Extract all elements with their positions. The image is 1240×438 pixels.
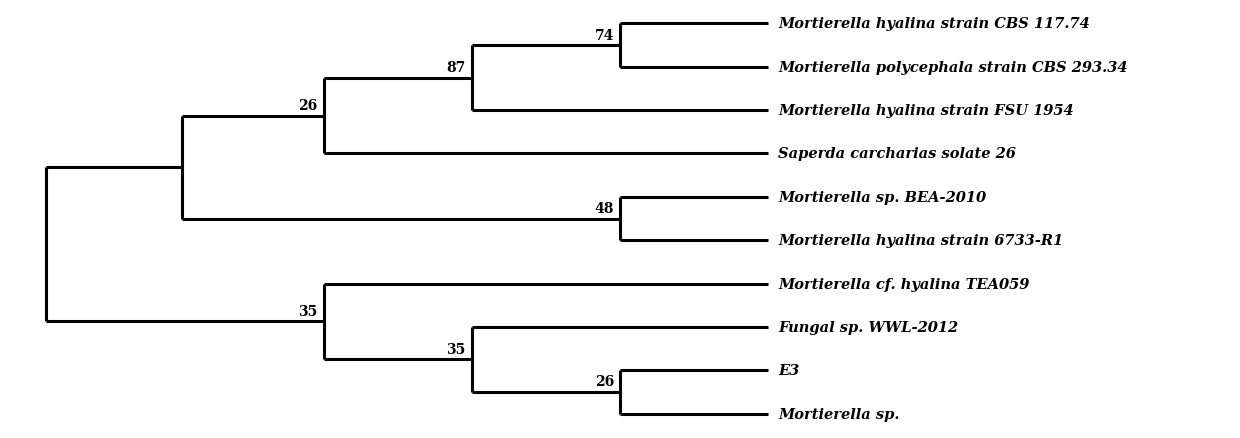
Text: Mortierella sp.: Mortierella sp. xyxy=(777,406,899,420)
Text: Mortierella cf. hyalina TEA059: Mortierella cf. hyalina TEA059 xyxy=(777,277,1029,291)
Text: 87: 87 xyxy=(446,61,466,75)
Text: Mortierella hyalina strain CBS 117.74: Mortierella hyalina strain CBS 117.74 xyxy=(777,18,1090,32)
Text: Fungal sp. WWL-2012: Fungal sp. WWL-2012 xyxy=(777,320,959,334)
Text: 26: 26 xyxy=(299,99,317,113)
Text: Mortierella polycephala strain CBS 293.34: Mortierella polycephala strain CBS 293.3… xyxy=(777,60,1127,74)
Text: Mortierella hyalina strain 6733-R1: Mortierella hyalina strain 6733-R1 xyxy=(777,233,1063,247)
Text: E3: E3 xyxy=(777,364,800,378)
Text: Mortierella hyalina strain FSU 1954: Mortierella hyalina strain FSU 1954 xyxy=(777,104,1074,118)
Text: 35: 35 xyxy=(446,342,466,356)
Text: 74: 74 xyxy=(594,28,614,42)
Text: 35: 35 xyxy=(299,304,317,318)
Text: 48: 48 xyxy=(594,201,614,215)
Text: Mortierella sp. BEA-2010: Mortierella sp. BEA-2010 xyxy=(777,191,986,205)
Text: Saperda carcharias solate 26: Saperda carcharias solate 26 xyxy=(777,147,1016,161)
Text: 26: 26 xyxy=(594,374,614,389)
